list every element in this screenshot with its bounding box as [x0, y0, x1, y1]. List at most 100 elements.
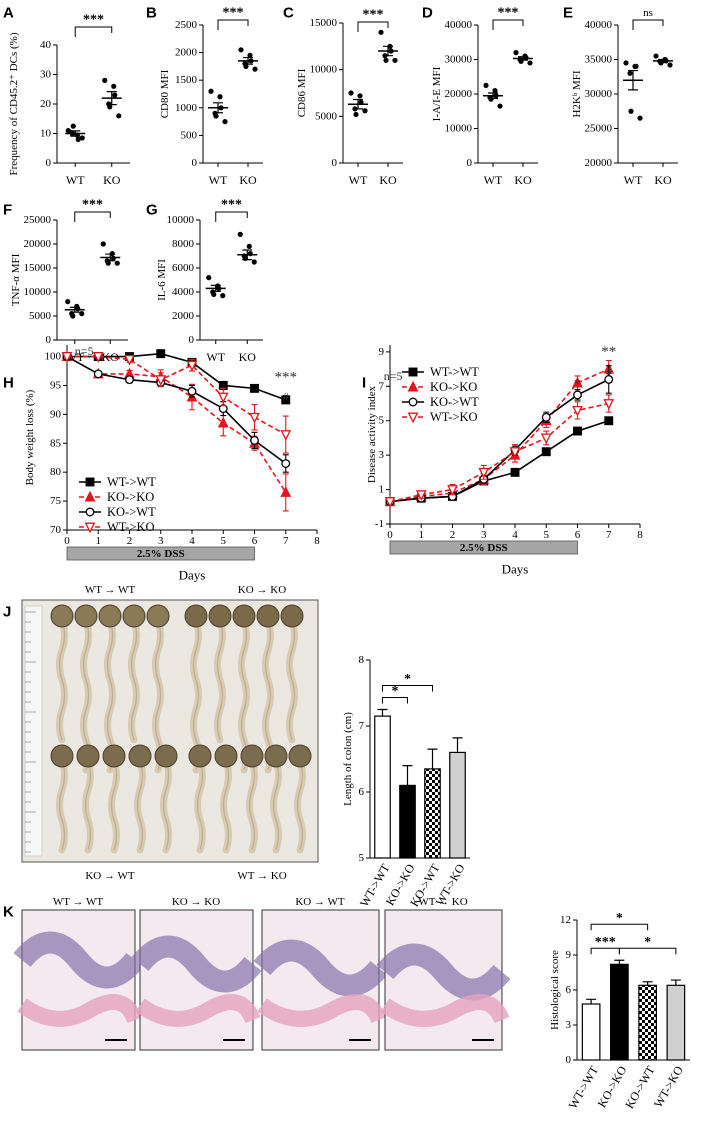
y-tick-label: 5000 [29, 310, 52, 322]
x-tick-label: WT [66, 173, 85, 187]
error-bar [242, 249, 253, 261]
y-tick-label: 75 [50, 495, 62, 507]
legend-marker [408, 397, 418, 407]
data-point [252, 66, 258, 72]
y-tick-label: 10000 [167, 214, 195, 226]
significance-bracket [217, 19, 249, 30]
legend-marker [407, 380, 419, 392]
x-tick-label: 1 [419, 529, 425, 541]
legend-label: KO->KO [430, 380, 477, 394]
y-tick-label: 2000 [172, 310, 195, 322]
marker [281, 459, 291, 468]
marker [125, 375, 134, 385]
error-bar [488, 92, 498, 100]
significance-label: * [616, 911, 623, 926]
y-tick-label: 1 [379, 484, 385, 496]
colon-tail-dark [288, 619, 296, 741]
legend-marker [84, 490, 96, 502]
y-tick-label: 4000 [172, 286, 195, 298]
data-point [488, 96, 494, 102]
annotation: n=5 [75, 344, 94, 358]
significance-label: * [392, 684, 399, 699]
significance-label: *** [223, 6, 244, 21]
colon-tail-dark [58, 619, 66, 741]
y-tick-label: 80 [50, 466, 62, 478]
annotation: n=5 [384, 369, 403, 383]
data-point [637, 115, 643, 121]
marker [510, 467, 520, 477]
significance-label: *** [498, 6, 519, 21]
colon-tail-dark [110, 759, 118, 851]
colon-tail-dark [240, 619, 248, 771]
x-tick-label: KO [239, 350, 257, 364]
colon-head [232, 604, 256, 628]
x-tick-label: 2 [127, 535, 133, 547]
marker [541, 412, 551, 422]
marker [250, 383, 259, 393]
y-tick-label: 10000 [24, 286, 52, 298]
y-tick-label: 0 [192, 157, 198, 169]
y-tick-label: 1000 [175, 102, 198, 114]
data-point [623, 60, 629, 66]
x-tick-label: 3 [481, 529, 487, 541]
treatment-band-label: 2.5% DSS [137, 548, 185, 560]
significance-bracket [382, 697, 408, 704]
data-point [383, 57, 389, 63]
error-bar [402, 765, 413, 786]
marker [155, 375, 167, 386]
treatment-band [66, 546, 255, 561]
panel-letter: I [362, 375, 366, 392]
y-tick-label: 40000 [445, 19, 473, 31]
error-bar [586, 998, 597, 1004]
data-point [217, 94, 223, 100]
x-tick-label: 2 [450, 529, 456, 541]
x-tick-label: 0 [64, 535, 70, 547]
y-tick-label: 20000 [24, 238, 52, 250]
colon-head [154, 744, 178, 768]
legend-label: WT->WT [107, 475, 156, 489]
colon-tail-dark [222, 759, 230, 851]
bar [449, 751, 466, 859]
x-tick-label: KO [379, 173, 397, 187]
y-tick-label: 70 [50, 524, 62, 536]
marker [92, 352, 104, 363]
significance-label: * [404, 672, 411, 687]
data-point [513, 50, 519, 56]
submucosa [257, 994, 387, 1027]
data-point [116, 113, 122, 119]
y-tick-label: 6 [566, 984, 572, 996]
marker [61, 352, 73, 363]
colon-head [208, 604, 232, 628]
x-tick-label: 5 [221, 535, 227, 547]
bar [610, 963, 629, 1061]
panel-letter: C [283, 5, 294, 22]
bar [374, 715, 391, 859]
x-tick-label: KO [103, 173, 121, 187]
marker [447, 485, 458, 496]
significance-bracket [382, 685, 433, 692]
error-bar [210, 284, 221, 292]
marker [478, 467, 490, 479]
colon-tail-dark [296, 759, 304, 851]
marker [541, 447, 551, 457]
data-point [247, 52, 253, 58]
colon-head [214, 744, 238, 768]
colon-head [264, 744, 288, 768]
data-point [102, 77, 108, 83]
annotation: ** [601, 344, 616, 360]
significance-bracket [74, 26, 113, 37]
panel-letter: F [3, 202, 12, 219]
error-bar [243, 56, 253, 65]
data-point [246, 243, 252, 249]
x-tick-label: 8 [314, 535, 320, 547]
marker [572, 405, 583, 417]
error-bar [452, 737, 463, 753]
data-point [492, 87, 498, 94]
marker [604, 374, 614, 384]
panel-letter: A [3, 5, 14, 22]
submucosa [17, 994, 143, 1027]
error-bar [213, 102, 223, 114]
significance-bracket [215, 211, 248, 222]
legend-label: KO->WT [430, 395, 479, 409]
